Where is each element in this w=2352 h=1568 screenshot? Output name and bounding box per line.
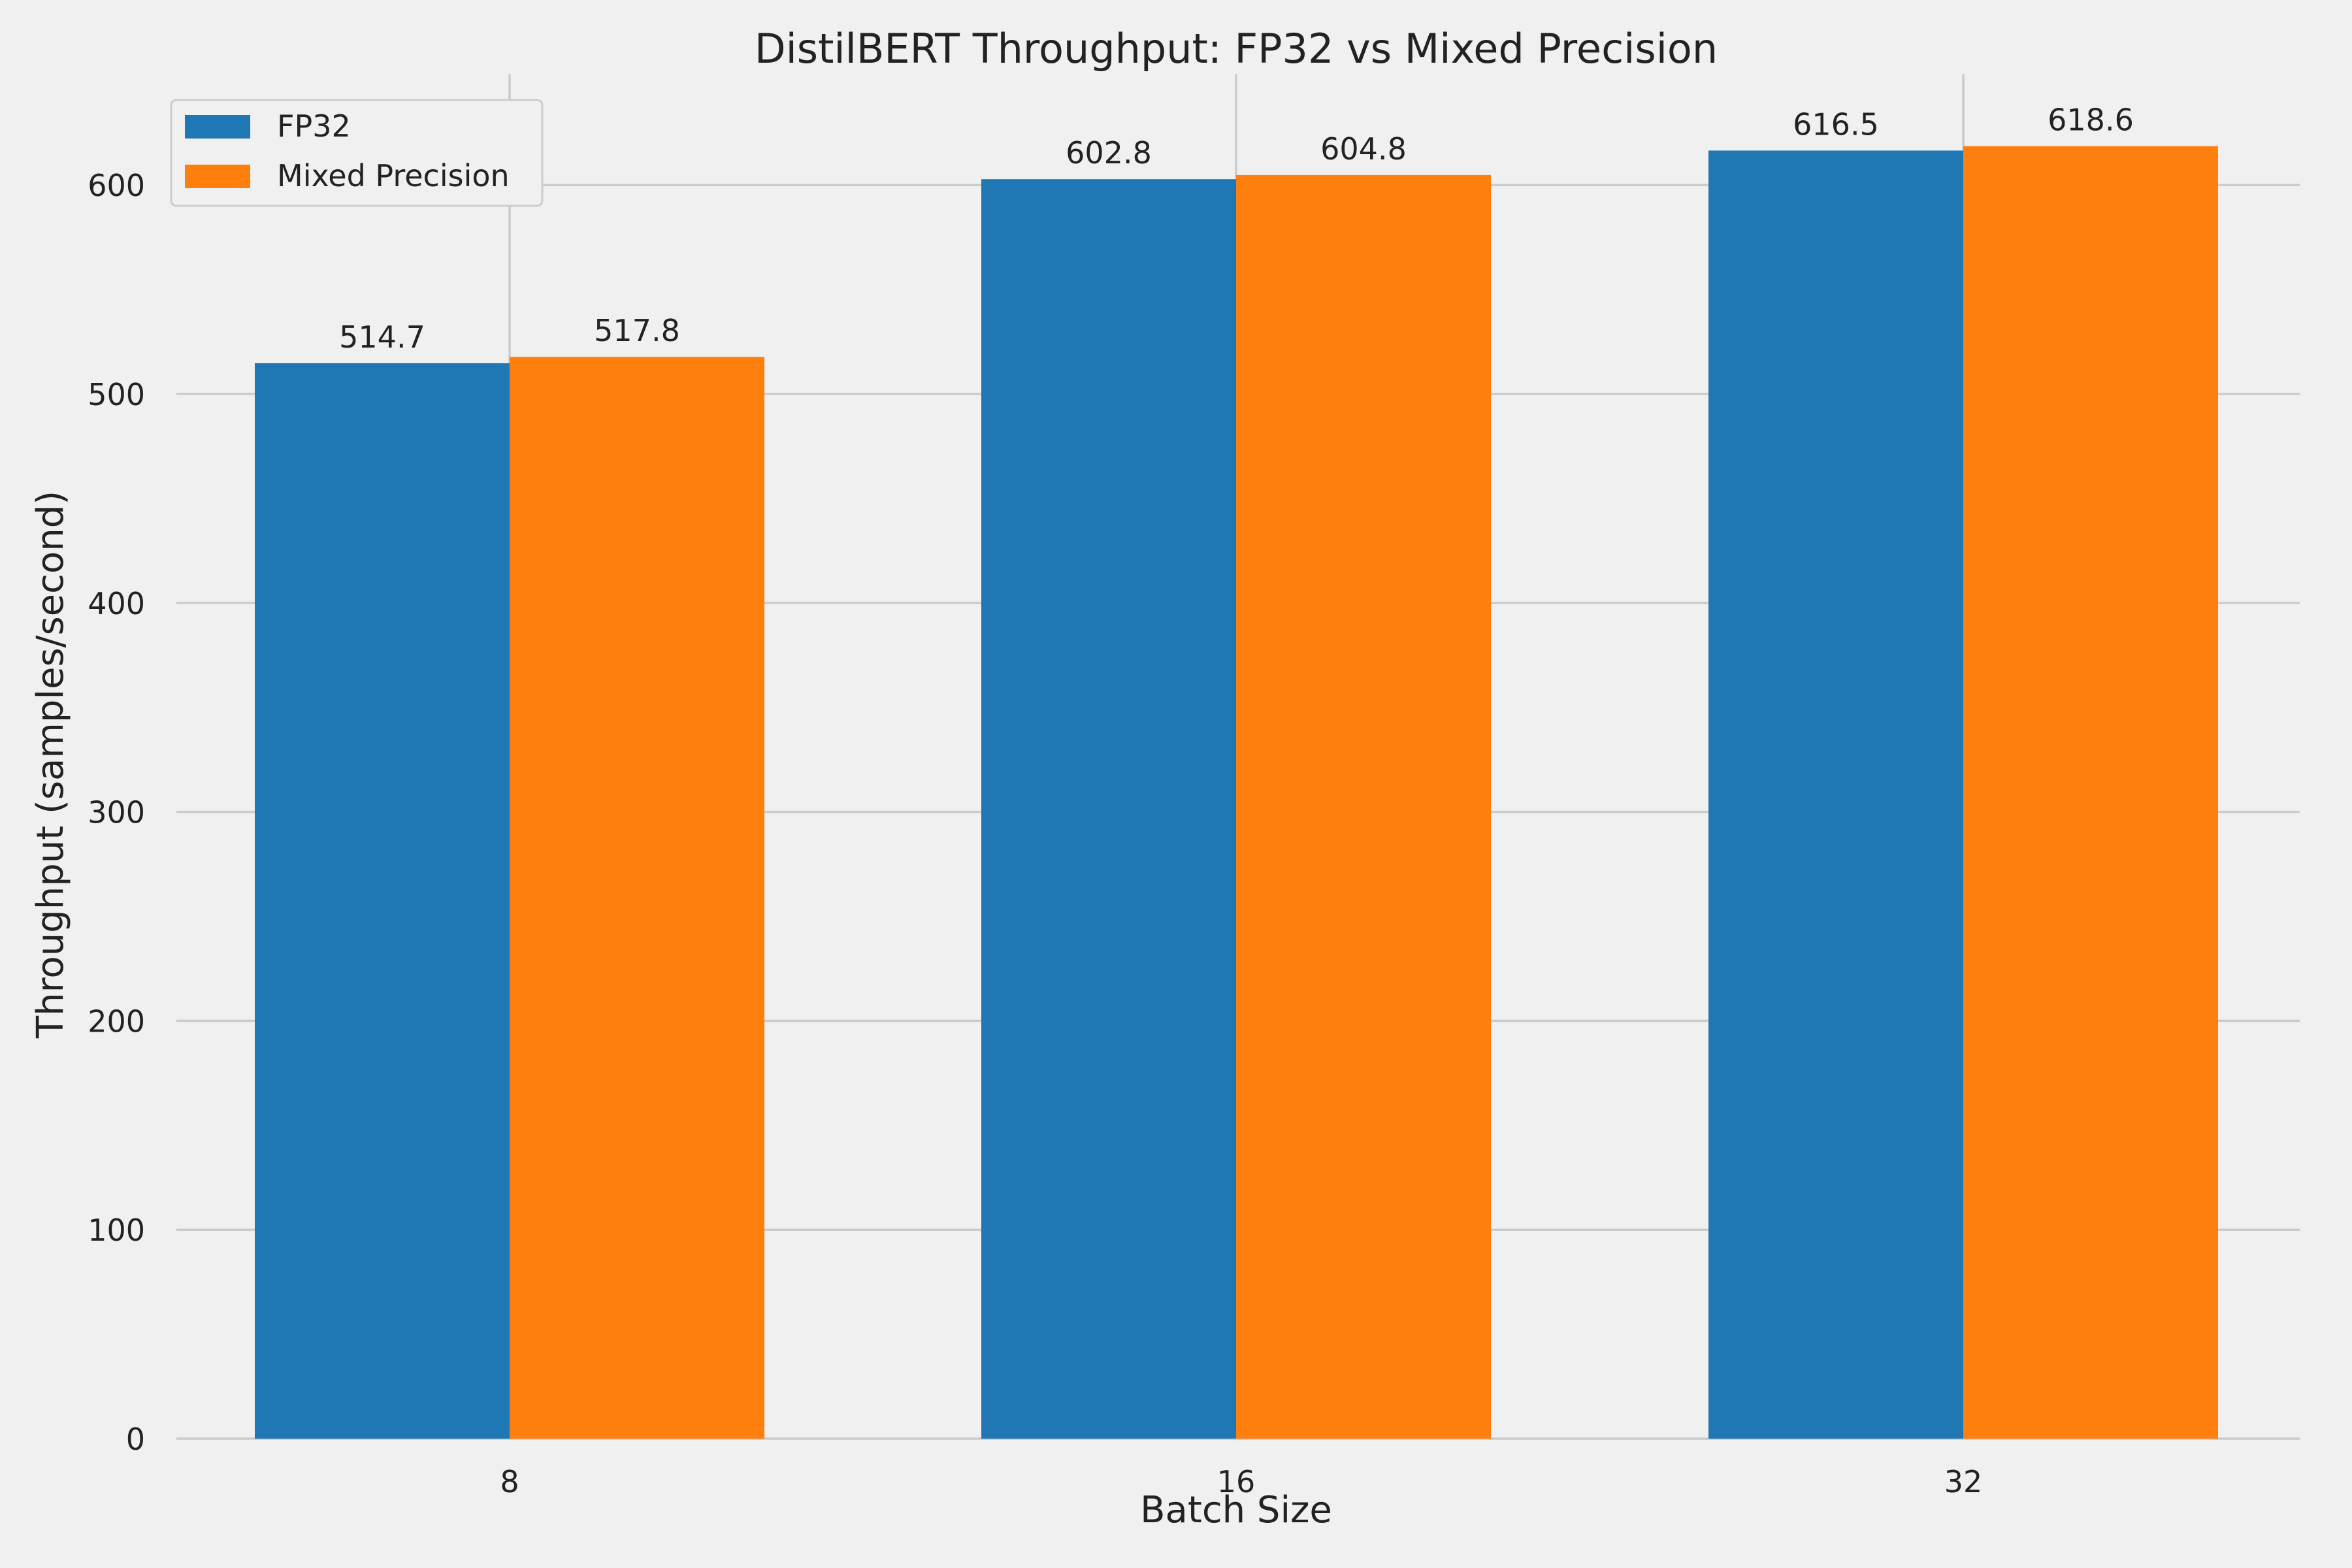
bar-value-label: 517.8 [594,313,680,348]
chart-title: DistilBERT Throughput: FP32 vs Mixed Pre… [755,25,1718,73]
x-tick-label: 16 [1217,1464,1256,1499]
legend-box [170,99,544,207]
bar-value-label: 604.8 [1320,131,1407,167]
x-tick-label: 32 [1944,1464,1983,1499]
y-tick-label: 500 [88,377,145,412]
x-tick-label: 8 [500,1464,519,1499]
labels-layer: 514.7 602.8 616.5 517.8 604.8 618.6 [339,103,2134,355]
bar-value-label: 618.6 [2048,103,2134,138]
y-tick-label: 0 [126,1422,145,1457]
y-tick-label: 200 [88,1004,145,1039]
legend-label-fp32: FP32 [277,108,351,144]
legend-swatch-fp32 [185,115,250,139]
x-axis-label: Batch Size [1140,1489,1332,1531]
y-tick-label: 100 [88,1213,145,1248]
bar-value-label: 514.7 [339,319,425,355]
legend-label-mixed-precision: Mixed Precision [277,158,510,193]
bar-value-label: 602.8 [1066,135,1152,171]
bar-fp32 [981,179,1236,1439]
bars-layer [255,146,2218,1439]
bar-mixed-precision [1236,174,1491,1439]
bar-value-label: 616.5 [1793,106,1879,142]
y-tick-label: 400 [88,586,145,621]
y-tick-label: 300 [88,795,145,830]
ticks-layer: 0 100 200 300 400 500 600 8 16 32 [88,168,1982,1499]
y-tick-label: 600 [88,168,145,203]
y-axis-label: Throughput (samples/second) [29,491,72,1039]
bar-fp32 [255,363,510,1439]
bar-fp32 [1708,150,1963,1439]
legend-swatch-mixed-precision [185,165,250,188]
legend: FP32 Mixed Precision [170,99,544,207]
bar-mixed-precision [510,357,764,1439]
bar-mixed-precision [1963,146,2218,1439]
